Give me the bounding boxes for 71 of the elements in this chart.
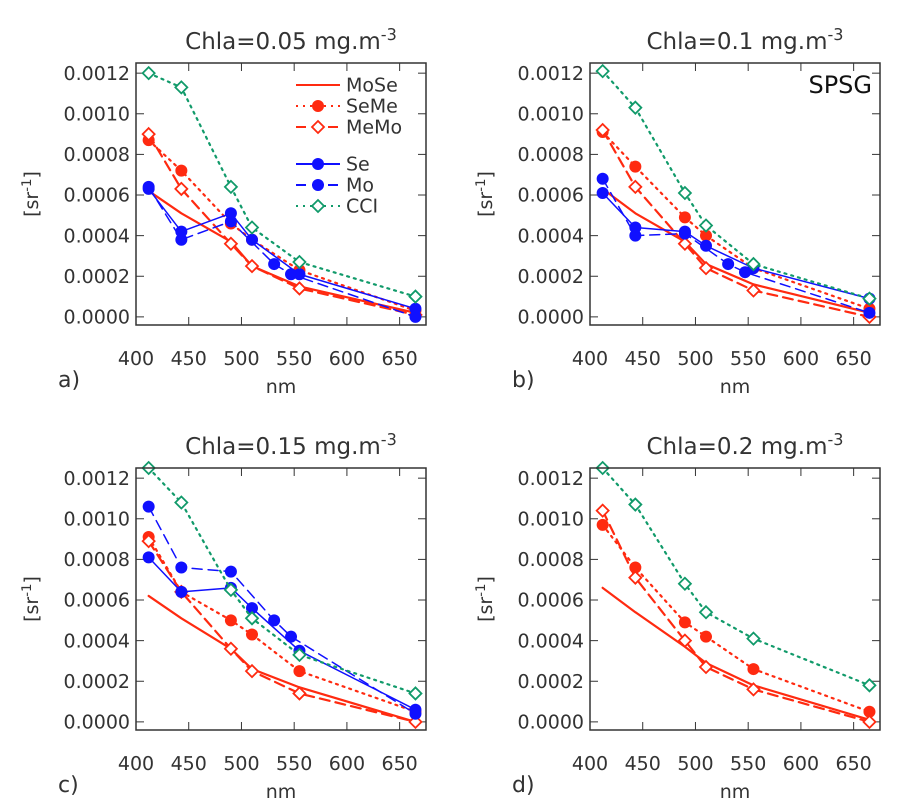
legend-label: Mo xyxy=(346,174,374,197)
x-tick-label: 450 xyxy=(170,348,207,370)
text: b) xyxy=(512,368,535,393)
x-tick-label: 600 xyxy=(328,348,366,370)
x-tick-label: 650 xyxy=(382,348,418,370)
x-tick-label: 500 xyxy=(223,348,260,370)
y-tick-label: 0.0010 xyxy=(64,103,130,126)
x-axis-title: nm xyxy=(720,376,750,398)
y-tick-label: 0.0000 xyxy=(518,712,584,734)
x-tick-label: 450 xyxy=(624,348,661,370)
y-tick-label: 0.0002 xyxy=(64,266,130,288)
x-tick-label: 450 xyxy=(624,753,661,775)
y-tick-label: 0.0000 xyxy=(518,306,584,329)
y-tick-label: 0.0000 xyxy=(64,712,130,734)
y-tick-label: 0.0008 xyxy=(64,549,130,572)
x-tick-label: 650 xyxy=(382,753,418,775)
chart-title: Chla=0.15 mg.m$^{-3}$ xyxy=(185,430,397,460)
x-tick-label: 450 xyxy=(170,753,207,775)
x-tick-label: 500 xyxy=(223,753,260,775)
x-tick-label: 400 xyxy=(118,753,154,775)
y-tick-label: 0.0002 xyxy=(518,266,584,288)
x-tick-label: 600 xyxy=(782,753,820,775)
y-tick-label: 0.0004 xyxy=(518,630,584,652)
chart-title: Chla=0.05 mg.m$^{-3}$ xyxy=(185,24,397,55)
x-tick-label: 550 xyxy=(730,753,766,775)
x-tick-label: 550 xyxy=(276,348,312,370)
x-axis-title: nm xyxy=(720,781,750,803)
y-tick-label: 0.0012 xyxy=(64,468,130,490)
text: c) xyxy=(58,773,79,798)
x-axis-title: nm xyxy=(266,781,296,803)
y-tick-label: 0.0000 xyxy=(64,306,130,329)
legend-label: CCI xyxy=(346,196,378,218)
text: d) xyxy=(512,773,535,798)
y-tick-label: 0.0004 xyxy=(64,630,130,652)
y-tick-label: 0.0012 xyxy=(518,468,584,490)
x-tick-label: 600 xyxy=(782,348,820,370)
y-tick-label: 0.0010 xyxy=(518,508,584,530)
x-tick-label: 550 xyxy=(276,753,312,775)
x-tick-label: 650 xyxy=(836,348,872,370)
y-tick-label: 0.0008 xyxy=(518,549,584,572)
y-tick-label: 0.0004 xyxy=(64,225,130,248)
y-tick-label: 0.0012 xyxy=(518,62,584,85)
y-tick-label: 0.0006 xyxy=(518,184,584,207)
x-tick-label: 400 xyxy=(572,348,608,370)
text: a) xyxy=(58,368,80,393)
legend-label: SeMe xyxy=(346,96,398,118)
y-tick-label: 0.0010 xyxy=(518,103,584,126)
y-tick-label: 0.0006 xyxy=(518,590,584,612)
x-tick-label: 500 xyxy=(677,753,714,775)
x-tick-label: 400 xyxy=(572,753,608,775)
chart-title: Chla=0.1 mg.m$^{-3}$ xyxy=(646,24,844,55)
x-tick-label: 650 xyxy=(836,753,872,775)
y-tick-label: 0.0012 xyxy=(64,62,130,85)
y-tick-label: 0.0006 xyxy=(64,184,130,207)
x-tick-label: 500 xyxy=(677,348,714,370)
chart-title: Chla=0.2 mg.m$^{-3}$ xyxy=(646,430,844,460)
x-tick-label: 550 xyxy=(730,348,766,370)
legend-label: MoSe xyxy=(346,74,398,97)
y-tick-label: 0.0010 xyxy=(64,508,130,530)
x-tick-label: 600 xyxy=(328,753,366,775)
y-tick-label: 0.0004 xyxy=(518,225,584,248)
legend-label: Se xyxy=(346,154,370,176)
y-tick-label: 0.0002 xyxy=(518,670,584,693)
x-tick-label: 400 xyxy=(118,348,154,370)
y-tick-label: 0.0006 xyxy=(64,590,130,612)
x-axis-title: nm xyxy=(266,376,296,398)
y-tick-label: 0.0008 xyxy=(518,144,584,166)
annotation: SPSG xyxy=(808,71,872,99)
y-tick-label: 0.0008 xyxy=(64,144,130,166)
y-tick-label: 0.0002 xyxy=(64,670,130,693)
legend-label: MeMo xyxy=(346,116,402,139)
